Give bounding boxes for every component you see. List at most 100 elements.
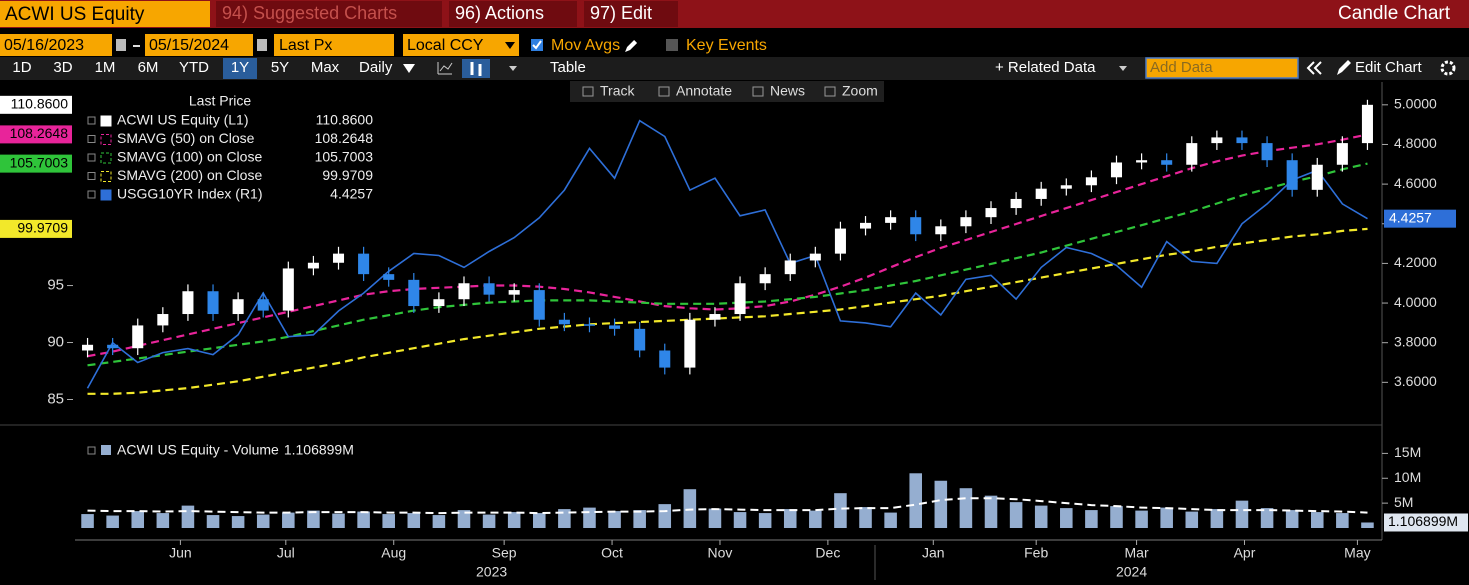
- period-button[interactable]: 1M: [95, 59, 116, 76]
- candle-body: [558, 319, 570, 325]
- candle-body: [885, 217, 897, 223]
- candle-body: [1136, 160, 1148, 163]
- period-button[interactable]: 3D: [53, 59, 72, 76]
- menu: 96) Actions: [455, 3, 544, 23]
- volume-bar: [733, 512, 747, 528]
- candle-body: [684, 319, 696, 368]
- candle-body: [1110, 162, 1123, 178]
- legend-swatch: [101, 445, 111, 455]
- y-tick-label: 90: [47, 333, 64, 350]
- x-tick-label: Sep: [492, 545, 517, 561]
- y-tick-label: 95: [47, 277, 64, 294]
- volume-bar: [558, 509, 571, 528]
- volume-bar: [834, 493, 847, 528]
- candle-body: [1336, 143, 1348, 165]
- volume-bar: [708, 508, 722, 528]
- volume-bar: [507, 512, 521, 528]
- period-button[interactable]: YTD: [179, 59, 209, 76]
- volume-bar: [382, 514, 395, 528]
- year-label: 2023: [476, 564, 507, 580]
- calendar-icon[interactable]: [116, 39, 126, 51]
- last-value-label: 108.2648: [10, 125, 69, 141]
- field-box[interactable]: [274, 34, 394, 56]
- volume-bar: [307, 510, 320, 528]
- volume-last-label: 1.106899M: [1388, 513, 1458, 529]
- date-box[interactable]: [145, 34, 253, 56]
- add-data: Add Data: [1150, 59, 1213, 76]
- candle-body: [157, 314, 169, 326]
- collapse-icon[interactable]: [1306, 61, 1322, 75]
- volume-bar: [1336, 513, 1349, 528]
- volume-bar: [1260, 508, 1274, 528]
- currency: Local CCY: [407, 37, 484, 54]
- menu-box[interactable]: [449, 1, 577, 27]
- candle-body: [1361, 104, 1373, 144]
- volume-bar: [156, 513, 170, 528]
- candle-body: [533, 290, 545, 320]
- related-data[interactable]: + Related Data: [995, 59, 1096, 76]
- y2-tick-label: 5.0000: [1394, 96, 1437, 112]
- volume-bar: [758, 513, 772, 528]
- currency-box[interactable]: [403, 34, 519, 56]
- period-button[interactable]: 1Y: [231, 59, 249, 76]
- table-button[interactable]: Table: [550, 59, 586, 76]
- candle-body: [910, 217, 922, 235]
- legend-tree-icon: [87, 116, 96, 125]
- volume-bar: [181, 505, 195, 528]
- security: ACWI US Equity: [5, 4, 145, 25]
- volume-bar: [633, 510, 646, 528]
- candle-icon-box[interactable]: [462, 59, 490, 78]
- date-box[interactable]: [0, 34, 112, 56]
- period-button[interactable]: 6M: [138, 59, 159, 76]
- option-label: Key Events: [686, 37, 767, 54]
- yield-line: [86, 119, 1368, 389]
- calendar-icon[interactable]: [257, 39, 267, 51]
- volume-bar: [457, 510, 471, 528]
- plot-area: 8590953.60003.80004.00004.20004.40004.60…: [47, 96, 1437, 580]
- volume-bar: [1110, 506, 1123, 528]
- candle-body: [383, 274, 395, 280]
- volume-bar: [407, 513, 421, 528]
- legend-name: SMAVG (200) on Close: [117, 167, 262, 183]
- dropdown-arrow[interactable]: [509, 66, 517, 71]
- volume-bar: [533, 513, 546, 528]
- candle-icon: [470, 62, 482, 76]
- candle-body: [960, 217, 972, 227]
- settings-gear[interactable]: [1440, 60, 1456, 76]
- last-value-label: 105.7003: [10, 154, 69, 170]
- add-data-box[interactable]: [1145, 57, 1299, 79]
- legend-name: USGG10YR Index (R1): [117, 186, 263, 202]
- candle-body: [759, 274, 771, 284]
- tool-button[interactable]: Annotate: [676, 83, 732, 99]
- period-button[interactable]: 5Y: [271, 59, 289, 76]
- volume-bar: [1235, 500, 1249, 528]
- volume-bar: [282, 512, 295, 528]
- edit-chart[interactable]: Edit Chart: [1355, 59, 1423, 76]
- moving-average-line: [87, 227, 1368, 395]
- frequency[interactable]: Daily: [359, 59, 393, 76]
- candle-body: [1236, 137, 1248, 144]
- volume-bar: [909, 473, 922, 528]
- candle-body: [734, 283, 746, 315]
- legend-value: 108.2648: [315, 130, 374, 146]
- volume-bar: [482, 514, 496, 528]
- legend-tree-icon: [87, 172, 96, 180]
- legend-swatch: [100, 134, 112, 145]
- tool-button[interactable]: News: [770, 83, 805, 99]
- volume-bar: [81, 514, 94, 528]
- checkbox[interactable]: [666, 39, 678, 51]
- menu-box[interactable]: [216, 1, 442, 27]
- menu-box[interactable]: [584, 1, 678, 27]
- line-icon[interactable]: [437, 62, 453, 75]
- volume-bar: [1310, 512, 1324, 528]
- tool-button[interactable]: Track: [600, 83, 635, 99]
- volume-bar: [1085, 510, 1098, 528]
- candle-body: [834, 228, 846, 254]
- tool-button[interactable]: Zoom: [842, 83, 878, 99]
- x-tick-label: Jan: [922, 545, 945, 561]
- period-button[interactable]: 1D: [12, 59, 31, 76]
- x-tick-label: Oct: [601, 545, 623, 561]
- security-box[interactable]: [0, 1, 210, 27]
- periods: 1D 3D 1M 6M YTD 1Y 5Y Max: [12, 58, 340, 79]
- period-button[interactable]: Max: [311, 59, 340, 76]
